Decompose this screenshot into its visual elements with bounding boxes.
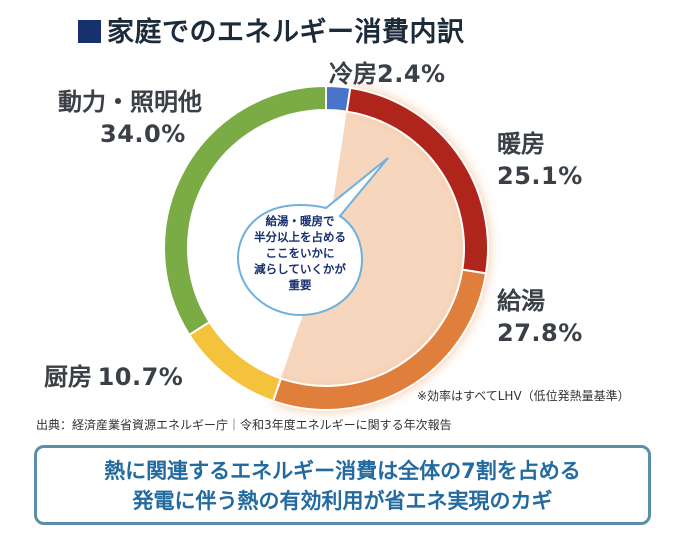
label-hotwater: 給湯 27.8% bbox=[497, 285, 583, 349]
label-kitchen: 厨房 10.7% bbox=[44, 361, 183, 393]
label-heating: 暖房 25.1% bbox=[497, 128, 583, 192]
label-kitchen-name: 厨房 bbox=[44, 363, 92, 391]
callout-bubble-shape bbox=[236, 157, 389, 317]
label-hotwater-name: 給湯 bbox=[497, 287, 545, 315]
label-kitchen-pct: 10.7% bbox=[97, 363, 184, 391]
chart-title: 家庭でのエネルギー消費内訳 bbox=[78, 10, 465, 49]
callout-line: 給湯・暖房で bbox=[265, 214, 335, 228]
chart-title-text: 家庭でのエネルギー消費内訳 bbox=[107, 17, 465, 48]
callout-line: 半分以上を占める bbox=[254, 230, 346, 244]
label-cooling-name: 冷房 bbox=[329, 60, 377, 88]
label-power-lighting-name: 動力・照明他 bbox=[58, 88, 202, 116]
callout-line: 減らしていくかが bbox=[254, 262, 346, 276]
label-hotwater-pct: 27.8% bbox=[497, 319, 583, 347]
label-power-lighting-pct: 34.0% bbox=[100, 120, 186, 148]
title-square-icon bbox=[78, 20, 101, 43]
conclusion-line-1: 熱に関連するエネルギー消費は全体の7割を占める bbox=[104, 459, 581, 483]
efficiency-note: ※効率はすべてLHV（低位発熱量基準） bbox=[417, 389, 630, 403]
source-text: 出典：経済産業省資源エネルギー庁｜令和3年度エネルギーに関する年次報告 bbox=[36, 418, 452, 432]
label-heating-pct: 25.1% bbox=[497, 162, 583, 190]
label-power-lighting: 動力・照明他 34.0% bbox=[58, 86, 202, 150]
callout-bubble bbox=[236, 157, 389, 317]
label-cooling: 冷房2.4% bbox=[329, 58, 446, 90]
slice-power-lighting bbox=[163, 84, 327, 337]
highlight-inner-sector bbox=[280, 111, 464, 386]
conclusion-box: 熱に関連するエネルギー消費は全体の7割を占める 発電に伴う熱の有効利用が省エネ実… bbox=[34, 445, 651, 525]
callout-line: 重要 bbox=[288, 278, 312, 292]
slice-kitchen bbox=[187, 320, 283, 403]
label-heating-name: 暖房 bbox=[497, 130, 545, 158]
conclusion-line-2: 発電に伴う熱の有効利用が省エネ実現のカギ bbox=[132, 489, 553, 513]
callout-text: 給湯・暖房で 半分以上を占める ここをいかに 減らしていくかが 重要 bbox=[245, 213, 355, 293]
callout-line: ここをいかに bbox=[265, 246, 335, 260]
label-cooling-pct: 2.4% bbox=[377, 60, 446, 88]
